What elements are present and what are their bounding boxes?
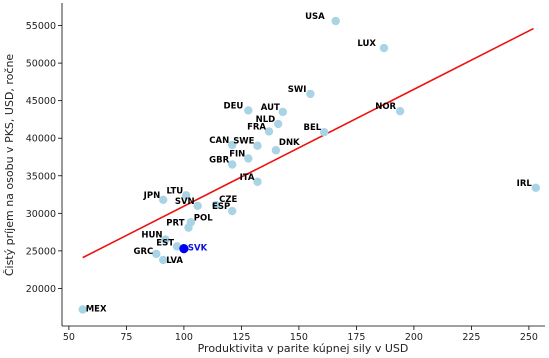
data-point-bel: [320, 128, 329, 137]
y-axis-label: Čistý príjem na osobu v PKS, USD, ročne: [3, 54, 16, 277]
point-label-bel: BEL: [303, 123, 321, 133]
point-label-dnk: DNK: [279, 138, 300, 148]
data-point-prt: [184, 223, 193, 232]
point-label-usa: USA: [305, 12, 325, 22]
data-point-lva: [159, 255, 168, 265]
x-ticks: 50 75 100 125 150 175 200 225 250: [63, 326, 538, 343]
x-tick-label: 225: [462, 332, 480, 343]
y-ticks: 20000 25000 30000 35000 40000 45000 50000 55000: [26, 21, 62, 295]
point-label-irl: IRL: [517, 179, 533, 189]
y-tick-label: 35000: [26, 171, 56, 182]
x-tick-label: 100: [175, 332, 193, 343]
data-point-nld: [274, 119, 283, 129]
point-label-gbr: GBR: [209, 156, 229, 166]
data-point-jpn: [159, 195, 168, 205]
x-tick-label: 75: [120, 332, 132, 343]
data-point-swi: [306, 89, 315, 99]
y-tick-label: 55000: [26, 21, 56, 32]
data-point-irl: [531, 183, 540, 192]
x-tick-label: 200: [405, 332, 423, 343]
x-tick-label: 175: [347, 332, 365, 343]
trendline: [82, 27, 534, 259]
data-point-lux: [379, 43, 389, 53]
point-label-ita: ITA: [240, 173, 255, 183]
data-point-aut: [278, 107, 287, 117]
data-point-svn: [193, 201, 202, 211]
data-point-nor: [395, 106, 405, 116]
y-tick-label: 45000: [26, 96, 56, 107]
x-tick-label: 150: [290, 332, 308, 343]
point-label-jpn: JPN: [143, 191, 161, 201]
data-point-fin: [244, 154, 253, 163]
data-point-usa: [331, 16, 340, 26]
trendline-group: [82, 27, 534, 259]
point-label-mex: MEX: [86, 304, 107, 314]
point-label-grc: GRC: [134, 247, 154, 257]
data-point-swe: [253, 141, 262, 150]
data-point-dnk: [271, 146, 281, 155]
point-label-svn: SVN: [175, 197, 195, 207]
point-label-swe: SWE: [233, 137, 254, 147]
point-label-fra: FRA: [247, 122, 266, 132]
plot-area: 50 75 100 125 150 175 200 225 250 20000 25000 3000…: [26, 3, 545, 343]
x-tick-label: 250: [520, 332, 538, 343]
point-label-swi: SWI: [288, 85, 307, 95]
point-label-deu: DEU: [224, 101, 244, 111]
point-label-fin: FIN: [229, 149, 245, 159]
y-tick-label: 25000: [26, 246, 56, 257]
data-point-est: [172, 242, 182, 251]
point-label-lux: LUX: [357, 39, 376, 49]
point-label-pol: POL: [194, 213, 213, 223]
point-label-hun: HUN: [141, 231, 162, 241]
x-tick-label: 125: [232, 332, 250, 343]
point-label-can: CAN: [209, 136, 229, 146]
point-label-aut: AUT: [261, 103, 280, 113]
data-point-mex: [78, 305, 87, 314]
data-point-deu: [244, 106, 253, 115]
y-tick-label: 20000: [26, 284, 56, 295]
data-point-cze: [211, 200, 221, 210]
data-point-hun: [161, 235, 170, 244]
point-label-est: EST: [156, 238, 174, 248]
y-tick-label: 40000: [26, 134, 56, 145]
x-tick-label: 50: [63, 332, 75, 343]
points-group: [78, 16, 540, 314]
data-point-ltu: [182, 191, 191, 200]
data-point-fra: [264, 127, 274, 136]
y-tick-label: 50000: [26, 59, 56, 70]
x-axis-label: Produktivita v parite kúpnej sily v USD: [198, 342, 409, 355]
point-label-ltu: LTU: [166, 186, 183, 196]
data-point-ita: [253, 177, 262, 186]
point-label-esp: ESP: [212, 202, 230, 212]
point-label-lva: LVA: [166, 256, 183, 266]
data-point-esp: [228, 206, 237, 216]
point-label-nor: NOR: [375, 102, 396, 112]
point-label-cze: CZE: [219, 195, 237, 205]
y-tick-label: 30000: [26, 209, 56, 220]
data-point-gbr: [228, 160, 237, 169]
data-point-grc: [152, 249, 161, 259]
data-point-svk: [179, 244, 189, 254]
point-label-prt: PRT: [166, 219, 184, 229]
point-label-svk: SVK: [188, 244, 208, 254]
point-label-nld: NLD: [256, 115, 276, 125]
data-point-can: [228, 140, 237, 150]
